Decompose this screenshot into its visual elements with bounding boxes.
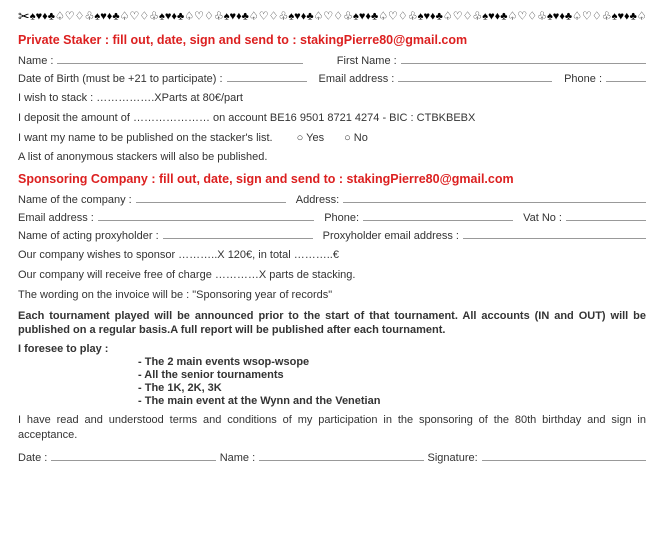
name-field[interactable] — [57, 53, 302, 64]
sig-date-label: Date : — [18, 452, 47, 464]
sig-signature-label: Signature: — [428, 452, 478, 464]
company-email-label: Email address : — [18, 212, 94, 224]
sig-name-label: Name : — [220, 452, 255, 464]
proxy-label: Name of acting proxyholder : — [18, 230, 159, 242]
dob-label: Date of Birth (must be +21 to participat… — [18, 73, 223, 85]
suits-pattern: ♠♥♦♣♤♡♢♧♠♥♦♣♤♡♢♧♠♥♦♣♤♡♢♧♠♥♦♣♤♡♢♧♠♥♦♣♤♡♢♧… — [30, 10, 646, 22]
publish-no-radio[interactable]: ○ No — [344, 132, 368, 144]
scissors-icon: ✂ — [18, 8, 30, 24]
announce-para: Each tournament played will be announced… — [18, 309, 646, 338]
foresee-label: I foresee to play : — [18, 343, 646, 355]
row-company-email: Email address : Phone: Vat No : — [18, 210, 646, 224]
deposit-line: I deposit the amount of ………………… on accou… — [18, 111, 646, 125]
proxy-email-label: Proxyholder email address : — [323, 230, 459, 242]
company-email-field[interactable] — [98, 210, 314, 221]
publish-yes-radio[interactable]: ○ Yes — [297, 132, 324, 144]
proxy-field[interactable] — [163, 228, 313, 239]
sponsor-line: Our company wishes to sponsor ………..X 120… — [18, 248, 646, 262]
anon-line: A list of anonymous stackers will also b… — [18, 150, 646, 164]
phone-label: Phone : — [564, 73, 602, 85]
row-publish: I want my name to be published on the st… — [18, 132, 646, 144]
sig-date-field[interactable] — [51, 450, 215, 461]
event-1: - The 2 main events wsop-wsope — [138, 356, 646, 368]
phone-field[interactable] — [606, 71, 646, 82]
company-phone-label: Phone: — [324, 212, 359, 224]
row-proxy: Name of acting proxyholder : Proxyholder… — [18, 228, 646, 242]
vat-label: Vat No : — [523, 212, 562, 224]
form-page: ✂♠♥♦♣♤♡♢♧♠♥♦♣♤♡♢♧♠♥♦♣♤♡♢♧♠♥♦♣♤♡♢♧♠♥♦♣♤♡♢… — [0, 0, 664, 476]
event-2: - All the senior tournaments — [138, 369, 646, 381]
event-4: - The main event at the Wynn and the Ven… — [138, 395, 646, 407]
freeparts-line: Our company will receive free of charge … — [18, 268, 646, 282]
name-label: Name : — [18, 55, 53, 67]
terms-para: I have read and understood terms and con… — [18, 413, 646, 442]
event-3: - The 1K, 2K, 3K — [138, 382, 646, 394]
row-dob: Date of Birth (must be +21 to participat… — [18, 71, 646, 85]
email-field[interactable] — [398, 71, 552, 82]
sig-signature-field[interactable] — [482, 450, 646, 461]
email-label: Email address : — [319, 73, 395, 85]
events-list: - The 2 main events wsop-wsope - All the… — [138, 356, 646, 407]
proxy-email-field[interactable] — [463, 228, 646, 239]
address-field[interactable] — [343, 192, 646, 203]
company-title: Sponsoring Company : fill out, date, sig… — [18, 172, 646, 186]
top-border: ✂♠♥♦♣♤♡♢♧♠♥♦♣♤♡♢♧♠♥♦♣♤♡♢♧♠♥♦♣♤♡♢♧♠♥♦♣♤♡♢… — [18, 8, 646, 25]
signature-row: Date : Name : Signature: — [18, 450, 646, 464]
publish-label: I want my name to be published on the st… — [18, 132, 273, 144]
wording-line: The wording on the invoice will be : "Sp… — [18, 288, 646, 302]
sig-name-field[interactable] — [259, 450, 423, 461]
first-name-field[interactable] — [401, 53, 646, 64]
address-label: Address: — [296, 194, 339, 206]
private-staker-title: Private Staker : fill out, date, sign an… — [18, 33, 646, 47]
dob-field[interactable] — [227, 71, 307, 82]
row-company-name: Name of the company : Address: — [18, 192, 646, 206]
company-phone-field[interactable] — [363, 210, 513, 221]
stack-line: I wish to stack : …………….XParts at 80€/pa… — [18, 91, 646, 105]
first-name-label: First Name : — [337, 55, 397, 67]
row-name: Name : First Name : — [18, 53, 646, 67]
company-name-label: Name of the company : — [18, 194, 132, 206]
company-name-field[interactable] — [136, 192, 286, 203]
vat-field[interactable] — [566, 210, 646, 221]
